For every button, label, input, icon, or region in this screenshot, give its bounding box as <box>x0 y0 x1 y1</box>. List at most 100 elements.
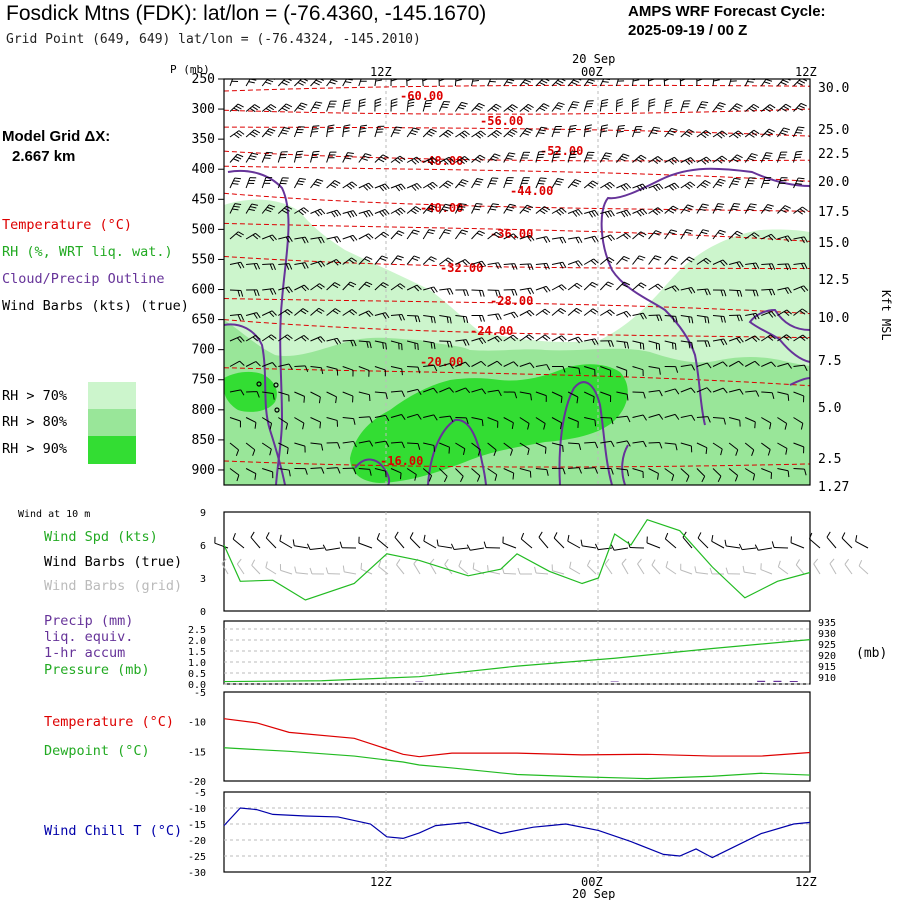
wind-barb-flag <box>610 234 615 241</box>
wind-barb-flag <box>322 544 327 551</box>
wind-chill-ticks: -5-10-15-20-25-30 <box>188 788 206 879</box>
wind-barb <box>664 255 673 265</box>
pressure-ticks: 2503003504004505005506006507007508008509… <box>192 72 224 478</box>
wind-barb <box>809 442 810 444</box>
precip-ytick: 2.0 <box>188 636 206 647</box>
wind-chill-ytick: -10 <box>188 804 206 815</box>
wind-barb-flag <box>764 107 771 113</box>
wind-barb-flag <box>331 79 338 83</box>
wind-barb-flag <box>782 79 789 83</box>
wind-barb <box>278 442 289 449</box>
wind-barb-flag <box>409 532 414 539</box>
wind-barb-flag <box>527 103 534 109</box>
wind-barb-flag <box>407 76 413 78</box>
pressure-tick-label: 750 <box>192 373 215 388</box>
precip-ytick: 0.0 <box>188 680 206 691</box>
wind-barb-flag <box>297 107 304 111</box>
wind-barb-flag <box>705 130 712 135</box>
wind-barb <box>265 567 277 575</box>
wind-barb-flag <box>248 157 255 161</box>
wind-barb <box>471 260 483 265</box>
wind-barb-flag <box>715 208 722 211</box>
wind-barb-flag <box>269 448 272 456</box>
pressure-tick-label: 250 <box>192 72 215 87</box>
precip-series <box>415 680 798 682</box>
wind-barb-flag <box>303 207 309 213</box>
wind-barb-flag <box>443 475 448 483</box>
wind-barb-flag <box>524 207 532 211</box>
wind-barb-flag <box>347 211 352 218</box>
wind-barb-flag <box>578 467 583 474</box>
wind-barb <box>458 565 469 575</box>
wind-barb-flag <box>732 107 739 112</box>
wind-barb-flag <box>578 236 583 243</box>
wind-barb <box>680 340 692 343</box>
wind-barb-flag <box>771 263 776 270</box>
wind-barb <box>471 360 482 367</box>
wind-barb-flag <box>391 101 398 104</box>
height-tick-label: 22.5 <box>818 147 849 162</box>
wind-barb-flag <box>657 156 664 161</box>
wind-barb-flag <box>808 532 813 540</box>
wind-barb-flag <box>433 316 436 324</box>
wind-barb-flag <box>394 159 401 164</box>
wind-barb-flag <box>360 562 363 570</box>
wind-barb <box>696 387 708 393</box>
wind-barb-flag <box>714 77 720 78</box>
wind-barb-flag <box>446 341 450 348</box>
wind-barb-flag <box>590 260 597 266</box>
wind-barb-flag <box>590 310 597 315</box>
wind-barb <box>826 536 837 549</box>
wind-barb-flag <box>543 423 546 430</box>
wind-barb-flag <box>304 262 309 269</box>
wind-barb <box>844 564 853 575</box>
wind-barb <box>520 538 533 549</box>
wind-barb <box>809 84 810 87</box>
wind-barb <box>503 361 514 367</box>
chart-title: Fosdick Mtns (FDK): lat/lon = (-76.4360,… <box>6 2 487 25</box>
wind10m-barbs-true <box>214 531 869 551</box>
wind-barb-flag <box>233 180 240 182</box>
wind-barb-flag <box>797 210 803 215</box>
wind-barb-flag <box>303 284 310 290</box>
wind-barb-flag <box>443 100 451 103</box>
wind-barb <box>390 283 401 291</box>
wind-barb <box>584 338 596 342</box>
wind-barb-flag <box>380 156 387 161</box>
wind-barb-flag <box>320 208 326 215</box>
wind-barb-flag <box>510 312 516 319</box>
wind-barb <box>600 234 611 240</box>
forecast-cycle: AMPS WRF Forecast Cycle: 2025-09-19 / 00… <box>628 2 826 40</box>
wind-barb <box>567 336 579 342</box>
wind-barb-flag <box>385 312 390 319</box>
height-tick-label: 1.27 <box>818 480 849 495</box>
wind-barb-flag <box>495 231 502 237</box>
wind-barb-flag <box>523 107 530 112</box>
wind-barb-flag <box>700 133 707 139</box>
wind-barb-flag <box>576 282 583 288</box>
wind-barb-flag <box>430 256 437 260</box>
wind-barb-flag <box>785 448 788 455</box>
wind-barb-flag <box>754 421 756 429</box>
wind-barb-flag <box>610 440 615 448</box>
wind-barb <box>583 258 594 265</box>
wind-barb-flag <box>369 341 372 349</box>
wind-barb <box>664 315 676 317</box>
wind-barb-flag <box>465 387 471 394</box>
wind-barb <box>777 362 789 367</box>
precip-pressure-grid <box>385 621 599 684</box>
wind-barb <box>390 390 403 393</box>
wind-barb-flag <box>826 531 831 538</box>
wind-barb-flag <box>604 211 610 218</box>
wind-barb-flag <box>269 311 275 318</box>
wind-barb <box>795 564 805 575</box>
wind-barb <box>726 545 741 549</box>
wind-barb-flag <box>443 231 450 235</box>
wind-barb-flag <box>465 289 469 297</box>
wind-barb <box>503 334 514 342</box>
wind-barb-flag <box>269 263 273 271</box>
wind-barb-flag <box>703 131 709 137</box>
wind-barb-flag <box>748 133 755 138</box>
wind-barb-flag <box>379 257 387 261</box>
wind-barb <box>745 417 756 423</box>
